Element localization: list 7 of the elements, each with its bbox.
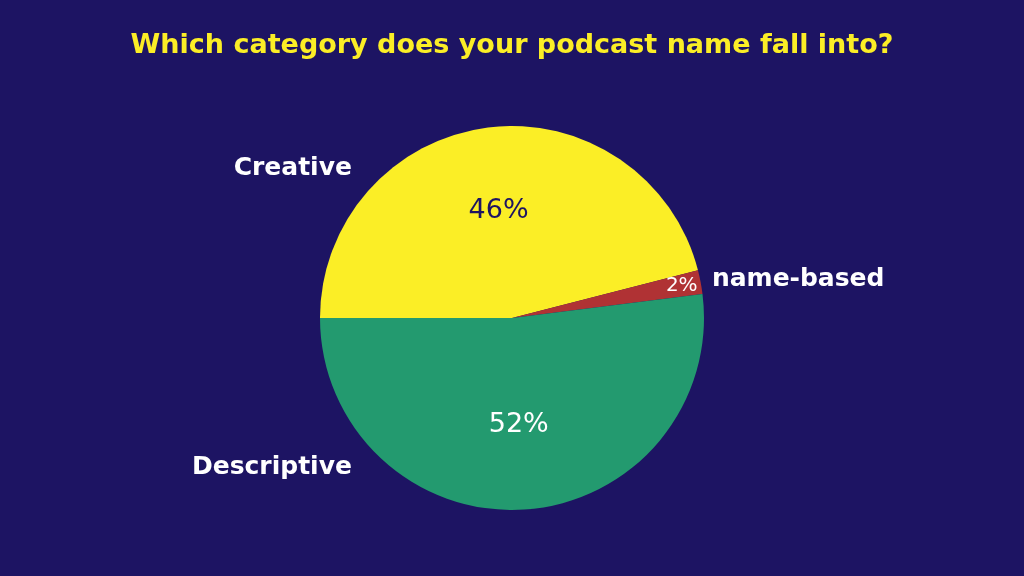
chart-title: Which category does your podcast name fall into? [130,28,894,59]
data-label: 2% [665,271,698,296]
slice-label: name-based [711,263,885,293]
slice-label: Creative [233,152,352,182]
data-label: 52% [488,407,549,439]
data-label: 46% [468,193,529,225]
slice-label: Descriptive [191,450,352,480]
